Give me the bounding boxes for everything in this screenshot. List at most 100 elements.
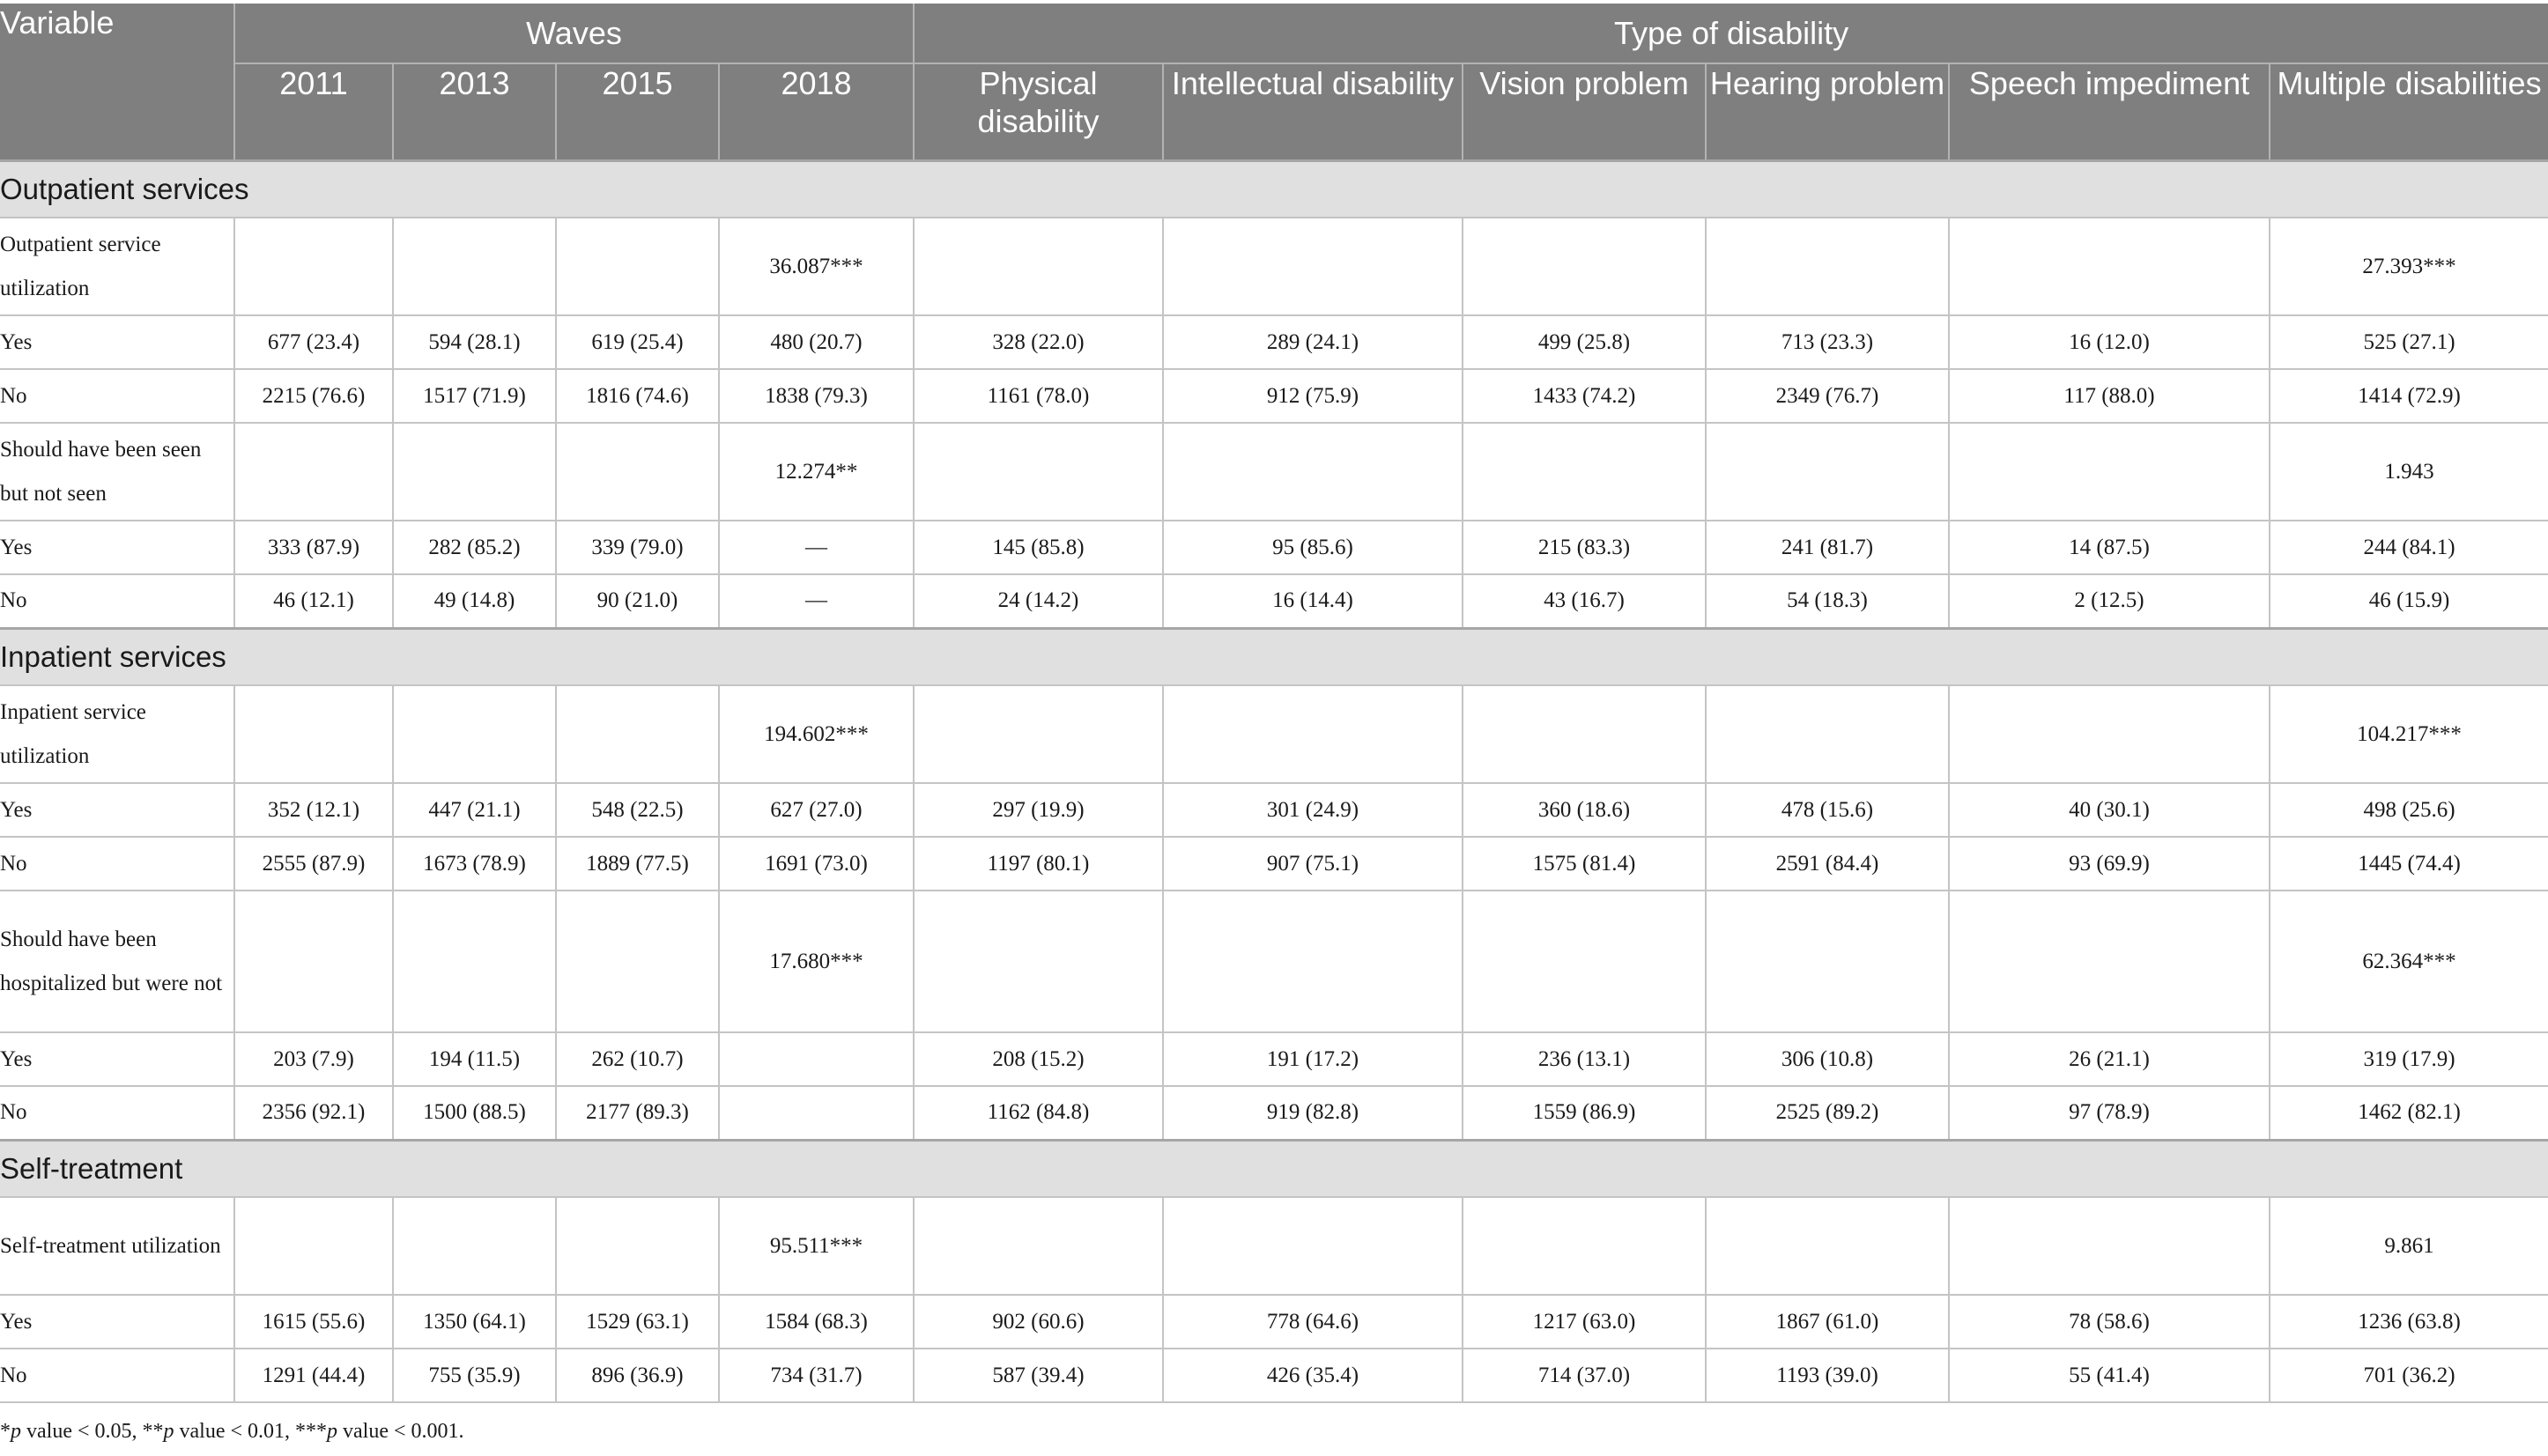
table-cell: 46 (15.9): [2270, 574, 2548, 629]
footnote-text: value < 0.001.: [337, 1420, 464, 1443]
table-cell: 95 (85.6): [1163, 521, 1463, 575]
table-cell: 339 (79.0): [556, 521, 720, 575]
header-col-hearing-problem: Hearing problem: [1706, 63, 1950, 160]
table-cell: 203 (7.9): [234, 1032, 394, 1087]
table-cell: [393, 891, 557, 1033]
table-cell: 1529 (63.1): [556, 1295, 720, 1349]
table-cell: 701 (36.2): [2270, 1349, 2548, 1403]
section-header-row: Self-treatment: [0, 1138, 2548, 1198]
table-cell: [1949, 423, 2270, 521]
table-cell: 1500 (88.5): [393, 1086, 557, 1141]
table-cell: 919 (82.8): [1163, 1086, 1463, 1141]
table-cell: 145 (85.8): [914, 521, 1164, 575]
table-cell: [234, 891, 394, 1033]
table-cell: 62.364***: [2270, 891, 2548, 1033]
table-cell: 2591 (84.4): [1706, 837, 1950, 891]
table-cell: [556, 218, 720, 316]
footnote-marker: *: [0, 1420, 11, 1443]
results-table: Variable Waves Type of disability 2011 2…: [0, 4, 2548, 1403]
table-cell: 282 (85.2): [393, 521, 557, 575]
table-cell: [1463, 218, 1707, 316]
table-cell: [393, 423, 557, 521]
table-cell: 104.217***: [2270, 685, 2548, 784]
table-cell: [1949, 891, 2270, 1033]
table-cell: 1.943: [2270, 423, 2548, 521]
table-cell: 1433 (74.2): [1463, 369, 1707, 424]
table-cell: 93 (69.9): [1949, 837, 2270, 891]
table-cell: [914, 891, 1164, 1033]
table-cell: [914, 1197, 1164, 1296]
table-cell: 480 (20.7): [719, 315, 915, 370]
table-cell: 236 (13.1): [1463, 1032, 1707, 1087]
table-cell: 17.680***: [719, 891, 915, 1033]
table-cell: 627 (27.0): [719, 783, 915, 838]
table-cell: 778 (64.6): [1163, 1295, 1463, 1349]
table-cell: [393, 1197, 557, 1296]
row-label: No: [0, 1086, 235, 1141]
table-cell: 755 (35.9): [393, 1349, 557, 1403]
table-cell: 2525 (89.2): [1706, 1086, 1950, 1141]
table-cell: 1161 (78.0): [914, 369, 1164, 424]
header-col-2018: 2018: [719, 63, 915, 160]
table-row: Inpatient service utilization 194.602*** 1…: [0, 685, 2548, 784]
header-col-intellectual-disability: Intellectual disability: [1163, 63, 1463, 160]
header-col-physical-disability: Physical disability: [914, 63, 1164, 160]
table-cell: [1163, 891, 1463, 1033]
table-cell: 262 (10.7): [556, 1032, 720, 1087]
table-cell: 2349 (76.7): [1706, 369, 1950, 424]
table-cell: 333 (87.9): [234, 521, 394, 575]
row-label: Yes: [0, 521, 235, 575]
table-cell: 194.602***: [719, 685, 915, 784]
header-col-multiple-disabilities: Multiple disabilities: [2270, 63, 2548, 160]
header-col-2013: 2013: [393, 63, 557, 160]
table-cell: 297 (19.9): [914, 783, 1164, 838]
table-cell: 1445 (74.4): [2270, 837, 2548, 891]
table-cell: 713 (23.3): [1706, 315, 1950, 370]
table-cell: [1706, 218, 1950, 316]
table-cell: 619 (25.4): [556, 315, 720, 370]
table-row: Self-treatment utilization 95.511*** 9.861: [0, 1197, 2548, 1296]
table-cell: 208 (15.2): [914, 1032, 1164, 1087]
footnote-text: value < 0.05,: [21, 1420, 143, 1443]
table-cell: 241 (81.7): [1706, 521, 1950, 575]
table-row: No 46 (12.1) 49 (14.8) 90 (21.0) —24 (14.2) 1…: [0, 574, 2548, 629]
footnote-text: value < 0.01,: [174, 1420, 296, 1443]
table-cell: 14 (87.5): [1949, 521, 2270, 575]
table-cell: [1949, 685, 2270, 784]
table-row: No 2555 (87.9) 1673 (78.9) 1889 (77.5) 1691 …: [0, 837, 2548, 891]
table-cell: 912 (75.9): [1163, 369, 1463, 424]
header-variable: Variable: [0, 4, 235, 161]
section-title: Outpatient services: [0, 159, 2548, 218]
table-cell: 97 (78.9): [1949, 1086, 2270, 1141]
table-cell: 27.393***: [2270, 218, 2548, 316]
row-label: No: [0, 369, 235, 424]
row-label: Outpatient service utilization: [0, 218, 235, 316]
table-cell: [556, 1197, 720, 1296]
table-cell: 1559 (86.9): [1463, 1086, 1707, 1141]
table-cell: —: [719, 574, 915, 629]
table-cell: 426 (35.4): [1163, 1349, 1463, 1403]
table-cell: 319 (17.9): [2270, 1032, 2548, 1087]
table-cell: 1162 (84.8): [914, 1086, 1164, 1141]
table-cell: 548 (22.5): [556, 783, 720, 838]
table-cell: 289 (24.1): [1163, 315, 1463, 370]
footnote-marker: **: [142, 1420, 164, 1443]
table-cell: 55 (41.4): [1949, 1349, 2270, 1403]
table-cell: [1163, 423, 1463, 521]
table-cell: 90 (21.0): [556, 574, 720, 629]
header-col-2015: 2015: [556, 63, 720, 160]
header-waves-group: Waves: [234, 4, 915, 64]
table-cell: [234, 1197, 394, 1296]
row-label: No: [0, 1349, 235, 1403]
footnote-p: p: [11, 1420, 21, 1443]
table-cell: [234, 423, 394, 521]
footnote-p: p: [327, 1420, 338, 1443]
table-cell: 1575 (81.4): [1463, 837, 1707, 891]
row-label: Yes: [0, 315, 235, 370]
table-cell: 1350 (64.1): [393, 1295, 557, 1349]
table-cell: 191 (17.2): [1163, 1032, 1463, 1087]
table-cell: 16 (12.0): [1949, 315, 2270, 370]
table-cell: [1949, 218, 2270, 316]
table-cell: 95.511***: [719, 1197, 915, 1296]
table-cell: 1217 (63.0): [1463, 1295, 1707, 1349]
